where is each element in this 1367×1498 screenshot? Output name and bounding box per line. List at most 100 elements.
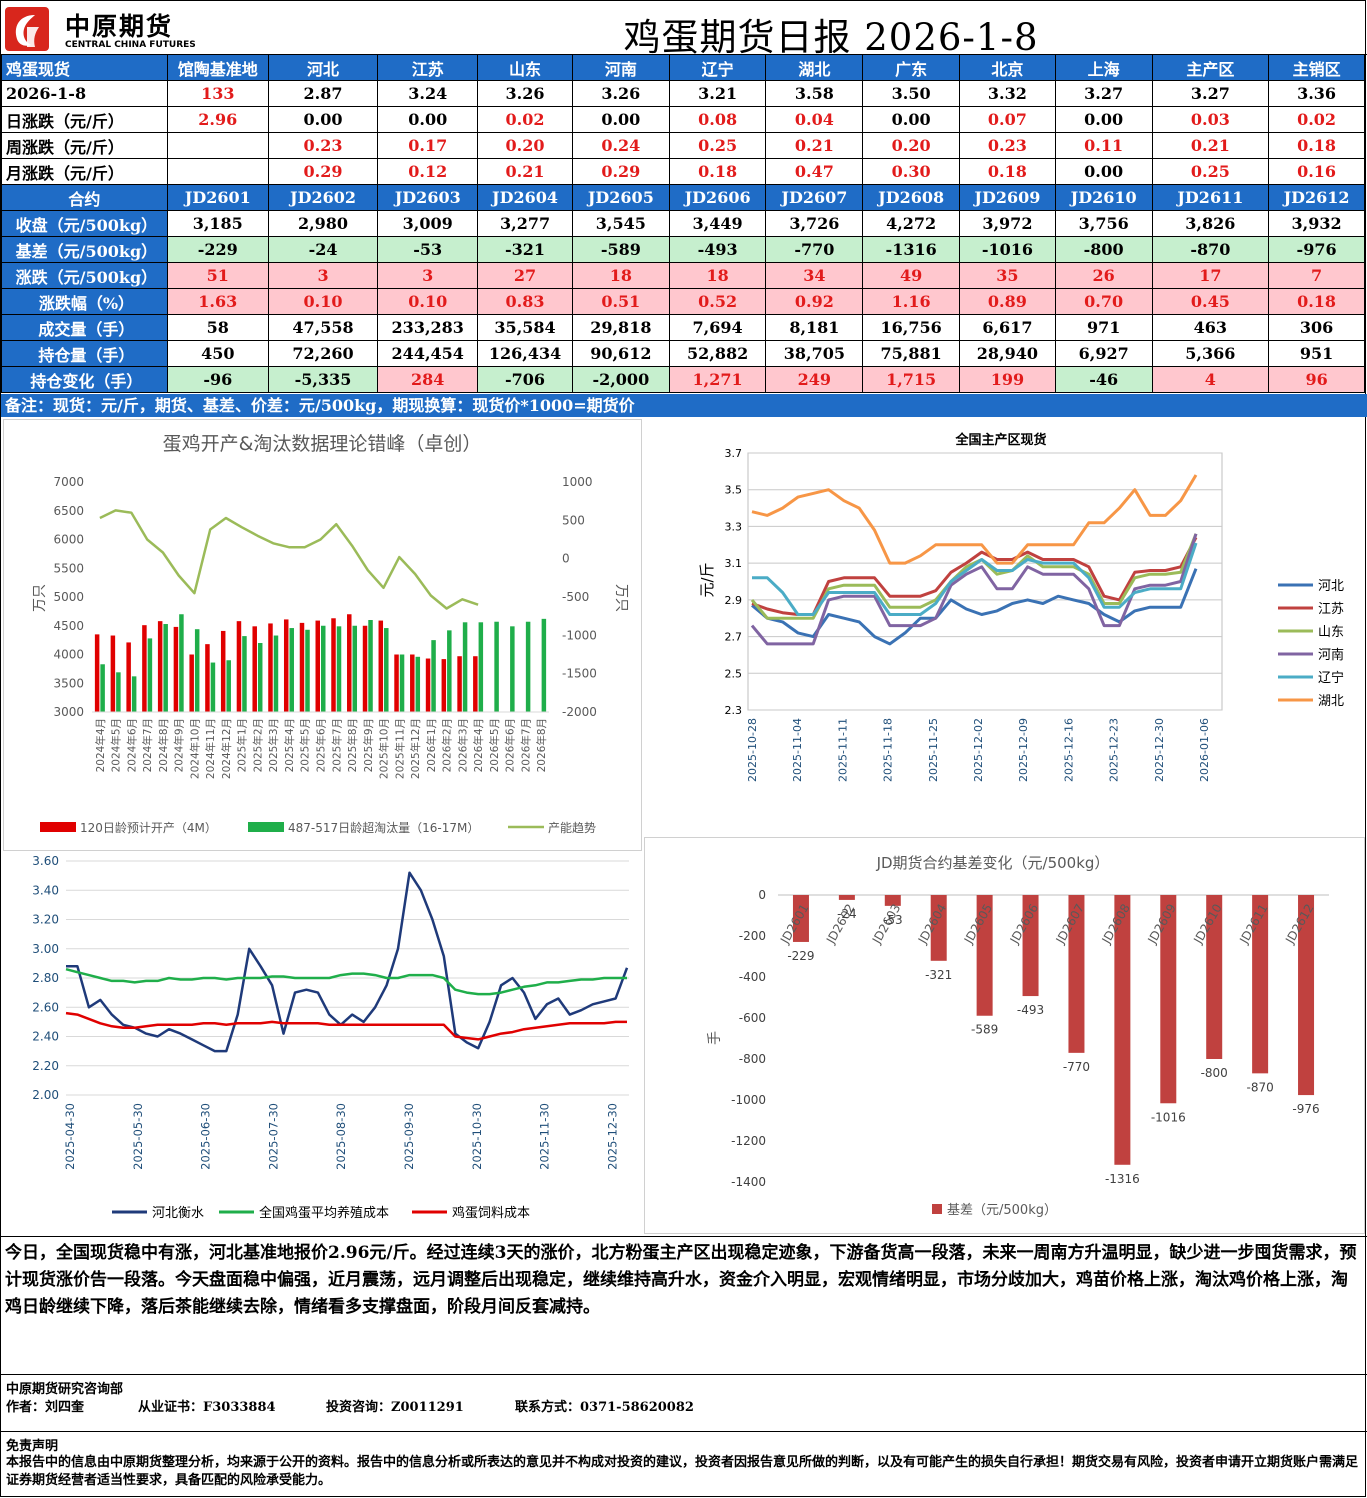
bar-open — [473, 656, 478, 712]
region-header-cell: 山东 — [477, 54, 573, 81]
bar-cull — [447, 630, 452, 712]
legend-label: 全国鸡蛋平均养殖成本 — [259, 1205, 389, 1221]
y-tick-label: 2.80 — [32, 971, 59, 985]
futures-header-row: 合约 JD2601 JD2602 JD2603 JD2604 JD2605 JD2606 JD… — [1, 184, 1365, 211]
spot-value-cell: 3.26 — [477, 80, 573, 107]
series-line — [65, 1011, 627, 1041]
futures-value-cell: 29,818 — [571, 314, 670, 341]
futures-value-cell: 3,009 — [377, 210, 479, 237]
futures-value-cell: 1.16 — [862, 288, 961, 315]
futures-row: 持仓量（手） 450 72,260 244,454 126,434 90,612 52,88… — [1, 340, 1365, 367]
futures-row-label: 持仓变化（手） — [1, 366, 168, 393]
region-header-cell: 江苏 — [377, 54, 479, 81]
x-tick-label: 2024年7月 — [141, 718, 154, 772]
futures-value-cell: 0.51 — [571, 288, 670, 315]
spot-value-cell: 133 — [166, 80, 269, 107]
futures-value-cell: 16,756 — [862, 314, 961, 341]
futures-row-label: 持仓量（手） — [1, 340, 168, 367]
futures-value-cell: 35 — [959, 262, 1056, 289]
basis-bar — [1022, 895, 1039, 997]
x-tick-label: 2025-12-30 — [605, 1103, 619, 1170]
futures-value-cell: 249 — [765, 366, 864, 393]
bar-cull — [273, 635, 279, 712]
basis-bar — [1160, 895, 1177, 1104]
spot-row: 日涨跌（元/斤） 2.96 0.00 0.00 0.02 0.00 0.08 0.04 0.00… — [1, 106, 1365, 133]
y-tick-label: 5000 — [53, 590, 84, 604]
x-tick-label: 2026年7月 — [519, 718, 532, 772]
spot-value-cell: 0.20 — [477, 132, 573, 159]
bar-open — [378, 620, 384, 712]
legend-swatch-cull — [248, 822, 284, 832]
spot-value-cell: 3.27 — [1054, 80, 1153, 107]
contract-header-cell: JD2602 — [267, 184, 379, 211]
bar-cull — [226, 660, 231, 712]
futures-value-cell: 6,927 — [1054, 340, 1153, 367]
spot-value-cell: 0.21 — [477, 158, 573, 185]
legend-swatch — [932, 1204, 942, 1214]
bar-open — [142, 625, 147, 712]
x-tick-label: 2024年8月 — [157, 718, 170, 772]
basis-bar — [838, 895, 855, 900]
bar-cull — [242, 636, 247, 712]
bar-cull — [368, 620, 373, 712]
futures-row: 涨跌（元/500kg） 51 3 3 27 18 18 34 49 35 26 17 7 — [1, 262, 1365, 289]
spot-value-cell: 0.00 — [1054, 106, 1153, 133]
futures-value-cell: 52,882 — [668, 340, 767, 367]
y2-tick-label: -500 — [562, 590, 589, 604]
spot-value-cell: 0.04 — [765, 106, 864, 133]
futures-value-cell: -770 — [765, 236, 864, 263]
x-tick-label: 2025-12-16 — [1062, 718, 1075, 782]
futures-value-cell: 0.45 — [1151, 288, 1270, 315]
bar-open — [189, 654, 194, 712]
futures-value-cell: 35,584 — [477, 314, 573, 341]
futures-value-cell: -321 — [477, 236, 573, 263]
x-tick-label: 2025年6月 — [315, 718, 328, 772]
basis-bar — [884, 895, 901, 906]
region-header-cell: 馆陶基准地 — [166, 54, 269, 81]
region-header-cell: 河北 — [267, 54, 379, 81]
y-axis-label: 元/斤 — [698, 562, 716, 597]
y-tick-label: 2.3 — [725, 704, 743, 717]
y-tick-label: -1000 — [731, 1093, 766, 1107]
region-header-cell: 北京 — [959, 54, 1056, 81]
futures-value-cell: 27 — [477, 262, 573, 289]
y-tick-label: 4000 — [53, 648, 84, 662]
bar-open — [205, 644, 210, 712]
x-tick-label: 2024年5月 — [110, 718, 123, 772]
y-tick-label: 3.60 — [32, 854, 59, 868]
spot-value-cell: 0.23 — [959, 132, 1056, 159]
spot-value-cell: 2.96 — [166, 106, 269, 133]
futures-value-cell: 96 — [1268, 366, 1365, 393]
data-label: -800 — [1201, 1066, 1228, 1080]
futures-row-label: 基差（元/500kg） — [1, 236, 168, 263]
basis-bar — [1298, 895, 1315, 1096]
basis-bar — [1252, 895, 1269, 1074]
bar-cull — [305, 629, 310, 712]
legend-label: 基差（元/500kg） — [947, 1203, 1057, 1218]
bar-cull — [525, 621, 531, 712]
data-label: -1016 — [1151, 1110, 1186, 1124]
x-tick-label: 2026年4月 — [472, 718, 485, 772]
bar-cull — [336, 626, 342, 712]
data-label: -770 — [1063, 1060, 1090, 1074]
contract-header-cell: JD2609 — [959, 184, 1056, 211]
spot-value-cell: 0.08 — [668, 106, 767, 133]
spot-value-cell: 0.18 — [1268, 132, 1365, 159]
futures-value-cell: 971 — [1054, 314, 1153, 341]
series-line — [750, 533, 1198, 646]
futures-value-cell: 3,277 — [477, 210, 573, 237]
basis-chart: JD期货合约基差变化（元/500kg） 0 -200 -400 -600 -800 -100… — [707, 854, 1329, 1218]
x-tick-label: 2026年6月 — [504, 718, 517, 772]
x-tick-label: 2025-10-30 — [470, 1103, 484, 1170]
spot-value-cell: 0.20 — [862, 132, 961, 159]
bar-open — [410, 654, 415, 712]
x-tick-label: 2026年3月 — [456, 718, 469, 772]
y2-tick-label: -1500 — [562, 667, 597, 681]
bar-cull — [384, 628, 389, 712]
futures-value-cell: 18 — [571, 262, 670, 289]
contract-header-cell: JD2608 — [862, 184, 961, 211]
x-tick-label: 2025-12-09 — [1017, 718, 1030, 782]
layer-supply-chart: 蛋鸡开产&淘汰数据理论错峰（卓创）70006500600055005000450… — [32, 433, 629, 835]
legend-label-trend: 产能趋势 — [548, 821, 596, 835]
spot-value-cell: 3.58 — [765, 80, 864, 107]
